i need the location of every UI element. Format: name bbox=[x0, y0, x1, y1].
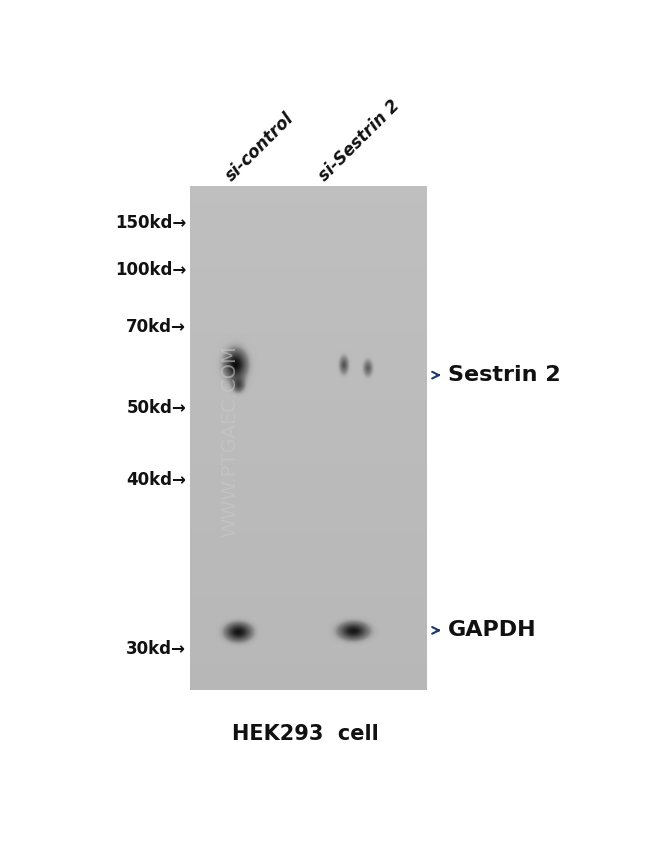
Text: 30kd→: 30kd→ bbox=[126, 640, 186, 658]
Text: 50kd→: 50kd→ bbox=[126, 400, 186, 418]
Text: 70kd→: 70kd→ bbox=[126, 319, 186, 337]
Text: HEK293  cell: HEK293 cell bbox=[232, 724, 379, 745]
Text: 100kd→: 100kd→ bbox=[115, 262, 186, 279]
Text: si-control: si-control bbox=[222, 109, 298, 185]
Text: Sestrin 2: Sestrin 2 bbox=[448, 365, 560, 385]
Text: GAPDH: GAPDH bbox=[448, 621, 537, 641]
Text: si-Sestrin 2: si-Sestrin 2 bbox=[315, 96, 404, 185]
Text: WWW.PTGAEC.COM: WWW.PTGAEC.COM bbox=[220, 345, 239, 537]
Text: 150kd→: 150kd→ bbox=[115, 214, 186, 232]
Text: 40kd→: 40kd→ bbox=[126, 471, 186, 489]
